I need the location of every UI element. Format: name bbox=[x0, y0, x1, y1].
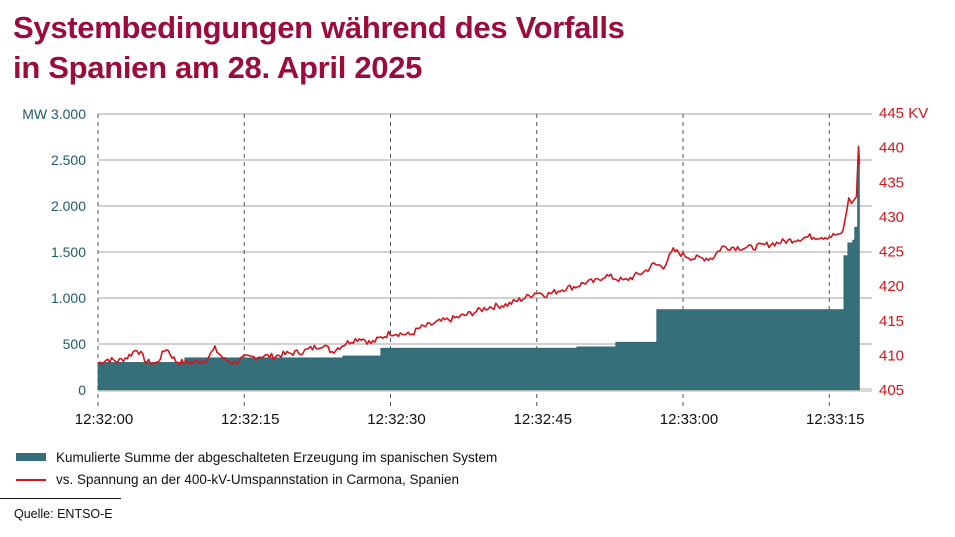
title-line-2: in Spanien am 28. April 2025 bbox=[13, 50, 423, 85]
source-divider bbox=[0, 498, 121, 499]
x-axis-tick-label: 12:32:15 bbox=[221, 411, 279, 428]
right-axis-tick-label: 440 bbox=[879, 140, 904, 157]
legend-label-area: Kumulierte Summe der abgeschalteten Erze… bbox=[56, 449, 498, 465]
x-axis-tick-label: 12:33:15 bbox=[806, 411, 864, 428]
left-axis-tick-label: 2.500 bbox=[51, 152, 86, 168]
legend-item-line: vs. Spannung an der 400-kV-Umspannstatio… bbox=[16, 468, 497, 490]
left-axis-tick-label: 500 bbox=[63, 336, 87, 352]
left-axis-tick-label: MW 3.000 bbox=[22, 106, 86, 122]
area-series-abgeschaltete-erzeugung bbox=[97, 159, 860, 391]
right-axis-tick-label: 415 bbox=[879, 313, 904, 330]
right-axis-tick-label: 410 bbox=[879, 347, 904, 364]
legend-item-area: Kumulierte Summe der abgeschalteten Erze… bbox=[16, 446, 497, 468]
left-axis-tick-label: 1.000 bbox=[51, 290, 86, 306]
right-axis-tick-label: 425 bbox=[879, 244, 904, 261]
left-axis-tick-label: 2.000 bbox=[51, 198, 86, 214]
source-note: Quelle: ENTSO-E bbox=[14, 507, 113, 521]
left-axis-tick-label: 1.500 bbox=[51, 244, 86, 260]
line-series-spannung-carmona bbox=[97, 145, 861, 366]
right-axis-tick-label: 430 bbox=[879, 209, 904, 226]
x-axis-tick-label: 12:33:00 bbox=[660, 411, 718, 428]
left-axis-tick-label: 0 bbox=[78, 382, 86, 398]
right-axis-tick-label: 405 bbox=[879, 382, 904, 399]
x-axis-tick-label: 12:32:45 bbox=[514, 411, 572, 428]
title-line-1: Systembedingungen während des Vorfalls bbox=[13, 10, 625, 45]
right-axis-tick-label: 435 bbox=[879, 174, 904, 191]
right-axis-tick-label: 420 bbox=[879, 278, 904, 295]
legend-swatch-line bbox=[16, 479, 46, 481]
legend-label-line: vs. Spannung an der 400-kV-Umspannstatio… bbox=[56, 471, 459, 487]
right-axis-tick-label: 445 KV bbox=[879, 105, 928, 122]
legend-swatch-area bbox=[16, 453, 46, 461]
x-axis-tick-label: 12:32:30 bbox=[367, 411, 425, 428]
x-axis-tick-label: 12:32:00 bbox=[75, 411, 133, 428]
chart-title: Systembedingungen während des Vorfalls i… bbox=[13, 8, 625, 88]
legend: Kumulierte Summe der abgeschalteten Erze… bbox=[16, 446, 497, 490]
